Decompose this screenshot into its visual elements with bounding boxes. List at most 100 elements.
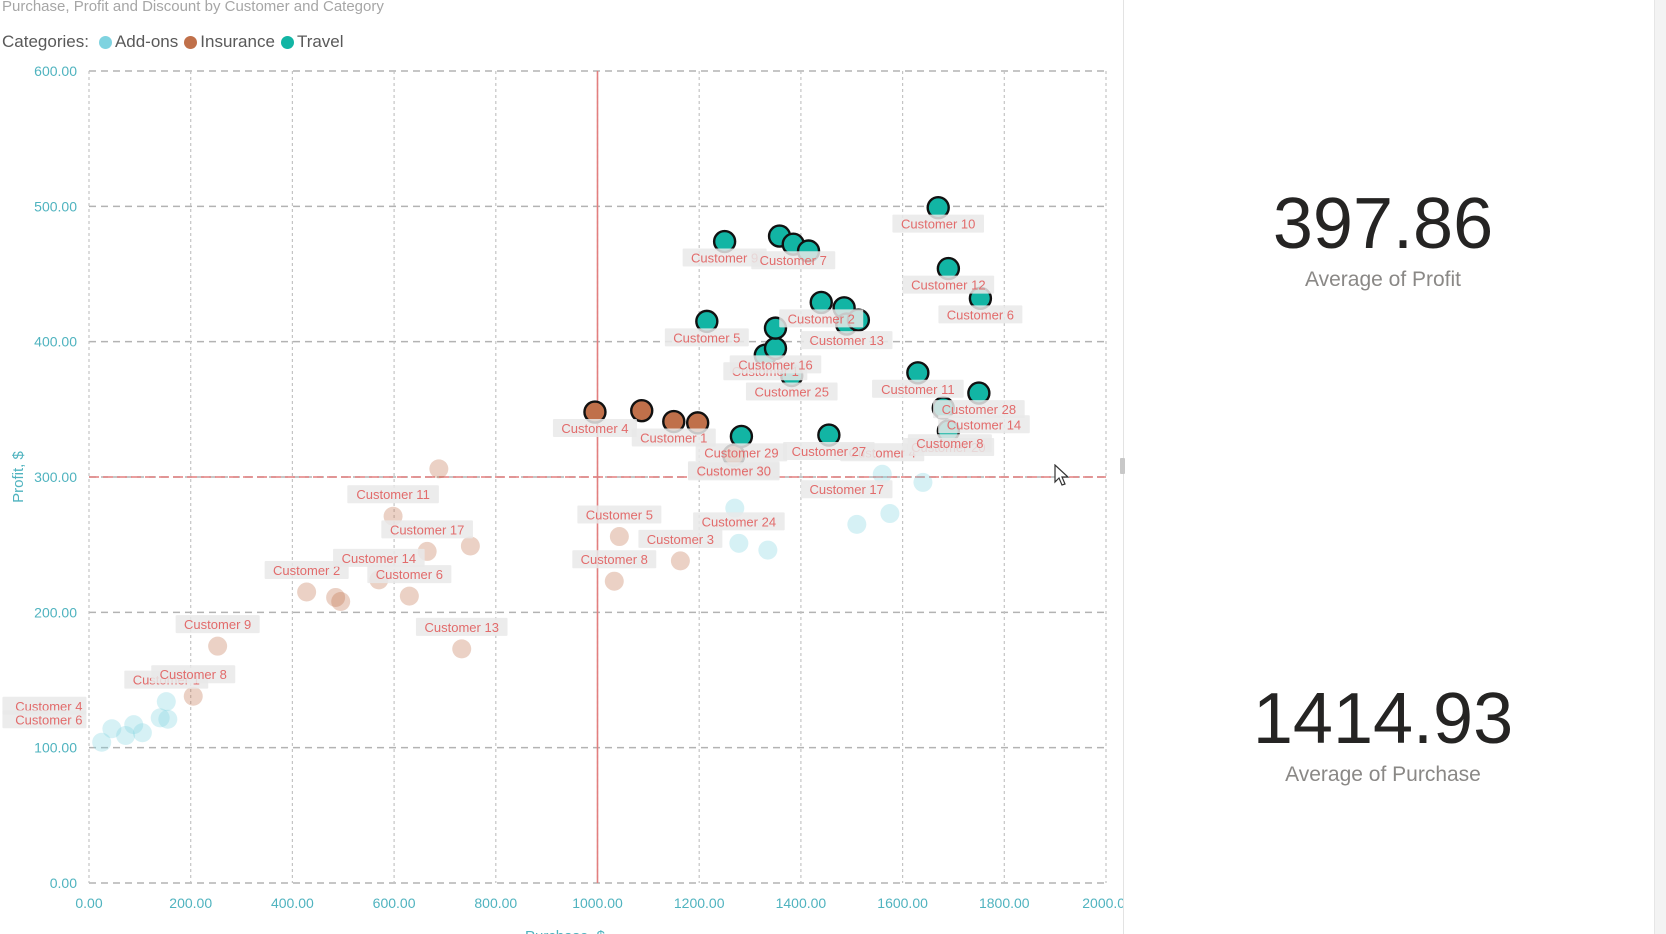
- y-axis-title: Profit, $: [10, 450, 27, 502]
- x-tick-label: 600.00: [373, 895, 416, 911]
- data-label-background: [415, 617, 508, 636]
- legend-label-add-ons: Add-ons: [114, 32, 179, 51]
- data-label: Customer 28: [942, 402, 1016, 417]
- data-label: Customer 4: [15, 699, 82, 714]
- data-label: Customer 2: [788, 311, 855, 326]
- data-label: Customer 30: [697, 463, 771, 478]
- point-insurance-faded: [208, 636, 228, 656]
- card-average-profit[interactable]: 397.86 Average of Profit: [1124, 188, 1642, 292]
- x-axis-title: Purchase, $: [525, 928, 606, 934]
- data-label: Customer 11: [356, 487, 429, 502]
- data-label: Customer 7: [760, 253, 827, 268]
- data-label-background: [938, 415, 1030, 434]
- data-label-background: [381, 520, 473, 539]
- point-insurance-faded: [183, 686, 203, 706]
- data-label-background: [938, 305, 1023, 324]
- y-tick-label: 200.00: [34, 604, 77, 620]
- legend-dot-insurance: [184, 35, 198, 49]
- point-add-ons-faded: [116, 725, 136, 745]
- data-label-background: [695, 443, 788, 462]
- data-label: Customer 9: [184, 617, 251, 632]
- point-insurance-faded: [297, 582, 317, 602]
- data-label: Customer 13: [425, 620, 499, 635]
- data-label-background: [872, 379, 964, 398]
- point-add-ons-faded: [92, 732, 112, 752]
- data-label-background: [264, 561, 349, 580]
- point-insurance-faded: [604, 571, 624, 591]
- data-label-background: [693, 512, 785, 531]
- data-label: Customer 8: [581, 552, 648, 567]
- card-average-profit-label: Average of Profit: [1304, 268, 1462, 291]
- data-label-background: [577, 505, 662, 524]
- point-insurance-faded: [460, 536, 480, 556]
- data-label-background: [800, 480, 893, 499]
- x-tick-label: 200.00: [169, 895, 212, 911]
- legend-dot-add-ons: [98, 35, 112, 49]
- x-tick-label: 1000.00: [572, 895, 623, 911]
- legend-item-insurance[interactable]: Insurance: [184, 32, 275, 52]
- point-add-ons-faded: [758, 540, 778, 560]
- data-label: Customer 24: [702, 514, 776, 529]
- x-tick-label: 800.00: [474, 895, 517, 911]
- card-average-purchase-label: Average of Purchase: [1285, 763, 1481, 786]
- points-layer: [92, 195, 993, 752]
- data-label: Customer 25: [755, 385, 829, 400]
- data-label: Customer 29: [704, 445, 778, 460]
- data-label: Customer 9: [691, 251, 758, 266]
- y-tick-label: 300.00: [34, 469, 77, 485]
- data-label-background: [729, 355, 822, 374]
- data-label: Customer 3: [647, 532, 714, 547]
- scatter-chart-visual[interactable]: Purchase, Profit and Discount by Custome…: [0, 0, 1124, 934]
- resize-handle[interactable]: [1120, 458, 1125, 474]
- y-tick-label: 100.00: [34, 740, 77, 756]
- x-tick-label: 2000.0(: [1082, 895, 1124, 911]
- point-add-ons-faded: [872, 464, 892, 484]
- data-label-background: [687, 461, 780, 480]
- data-label-background: [367, 565, 452, 584]
- legend-item-add-ons[interactable]: Add-ons: [98, 32, 179, 52]
- legend: Categories: Add-ons Insurance Travel: [2, 32, 350, 52]
- data-label-background: [907, 434, 992, 453]
- point-add-ons-faded: [150, 708, 170, 728]
- card-average-profit-value: 397.86: [1272, 184, 1494, 264]
- data-label-background: [902, 275, 995, 294]
- point-add-ons-faded: [124, 715, 144, 735]
- data-label-background: [333, 548, 425, 567]
- x-tick-label: 1200.00: [674, 895, 725, 911]
- card-average-purchase-value: 1414.93: [1252, 679, 1514, 759]
- data-label-background: [2, 710, 87, 729]
- data-label: Customer 17: [809, 482, 883, 497]
- point-insurance-faded: [609, 527, 629, 547]
- data-label-background: [151, 665, 236, 684]
- chart-title: Purchase, Profit and Discount by Custome…: [2, 0, 384, 15]
- x-tick-label: 1800.00: [979, 895, 1030, 911]
- point-insurance: [630, 398, 654, 423]
- data-label: Customer 6: [947, 307, 1014, 322]
- data-label: Customer 8: [916, 436, 983, 451]
- data-label: Customer 2: [273, 563, 340, 578]
- data-label: Customer 8: [160, 667, 227, 682]
- right-scroll-edge: [1654, 0, 1666, 934]
- data-label: Customer 6: [376, 567, 443, 582]
- data-label: Customer 14: [947, 417, 1021, 432]
- data-label: Customer 5: [586, 508, 653, 523]
- data-label: Customer 12: [911, 278, 985, 293]
- point-insurance-faded: [429, 459, 449, 479]
- scatter-plot-area[interactable]: 0.00 100.00 200.00 300.00 400.00 500.00 600.00…: [0, 0, 1124, 934]
- data-label: Customer 5: [673, 330, 740, 345]
- data-label-background: [572, 550, 657, 569]
- data-label: Customer 16: [738, 357, 812, 372]
- y-tick-label: 500.00: [34, 198, 77, 214]
- data-label: Customer 13: [809, 333, 883, 348]
- card-average-purchase[interactable]: 1414.93 Average of Purchase: [1124, 683, 1642, 787]
- x-tick-label: 1400.00: [776, 895, 827, 911]
- x-tick-label: 400.00: [271, 895, 314, 911]
- point-insurance-faded: [326, 587, 346, 607]
- data-label: Customer 10: [901, 217, 975, 232]
- legend-dot-travel: [280, 35, 294, 49]
- legend-title: Categories:: [2, 32, 89, 51]
- legend-item-travel[interactable]: Travel: [280, 32, 344, 52]
- data-label-background: [2, 696, 87, 715]
- point-add-ons-faded: [132, 723, 152, 743]
- y-tick-label: 0.00: [50, 875, 77, 891]
